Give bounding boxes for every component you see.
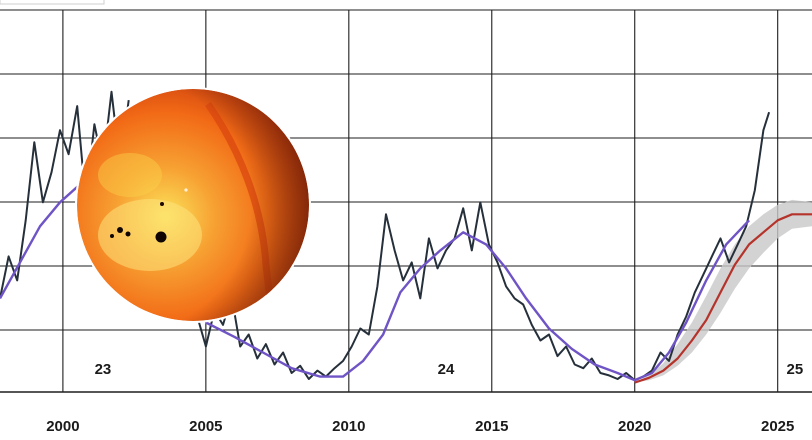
x-tick-label: 2000 <box>46 418 79 435</box>
sun-photo-sunspot <box>110 234 114 238</box>
prediction-band-layer <box>634 199 812 383</box>
toolbar-fragment <box>0 0 105 5</box>
sun-photo-sunspot <box>160 202 164 206</box>
sun-photo-inset <box>75 87 311 323</box>
cycle-number-label: 25 <box>787 361 804 378</box>
sun-photo-sunspot <box>155 231 167 243</box>
x-tick-label: 2010 <box>332 418 365 435</box>
cycle-number-label: 24 <box>438 361 455 378</box>
sun-photo-sunspot <box>125 231 131 237</box>
predicted-cycle-line <box>634 213 812 384</box>
x-tick-label: 2020 <box>618 418 651 435</box>
sun-photo-flare <box>184 188 188 192</box>
label-layer: 2000 2005 2010 2015 2020 2025 23 24 25 <box>46 361 803 435</box>
x-tick-label: 2015 <box>475 418 508 435</box>
prediction-band-area <box>634 199 812 383</box>
cycle-number-label: 23 <box>95 361 112 378</box>
sun-photo-limb <box>77 89 309 321</box>
smoothed-sunspot-line <box>205 219 750 382</box>
sun-photo-sunspot <box>117 227 123 233</box>
x-tick-label: 2025 <box>761 418 794 435</box>
x-tick-label: 2005 <box>189 418 222 435</box>
